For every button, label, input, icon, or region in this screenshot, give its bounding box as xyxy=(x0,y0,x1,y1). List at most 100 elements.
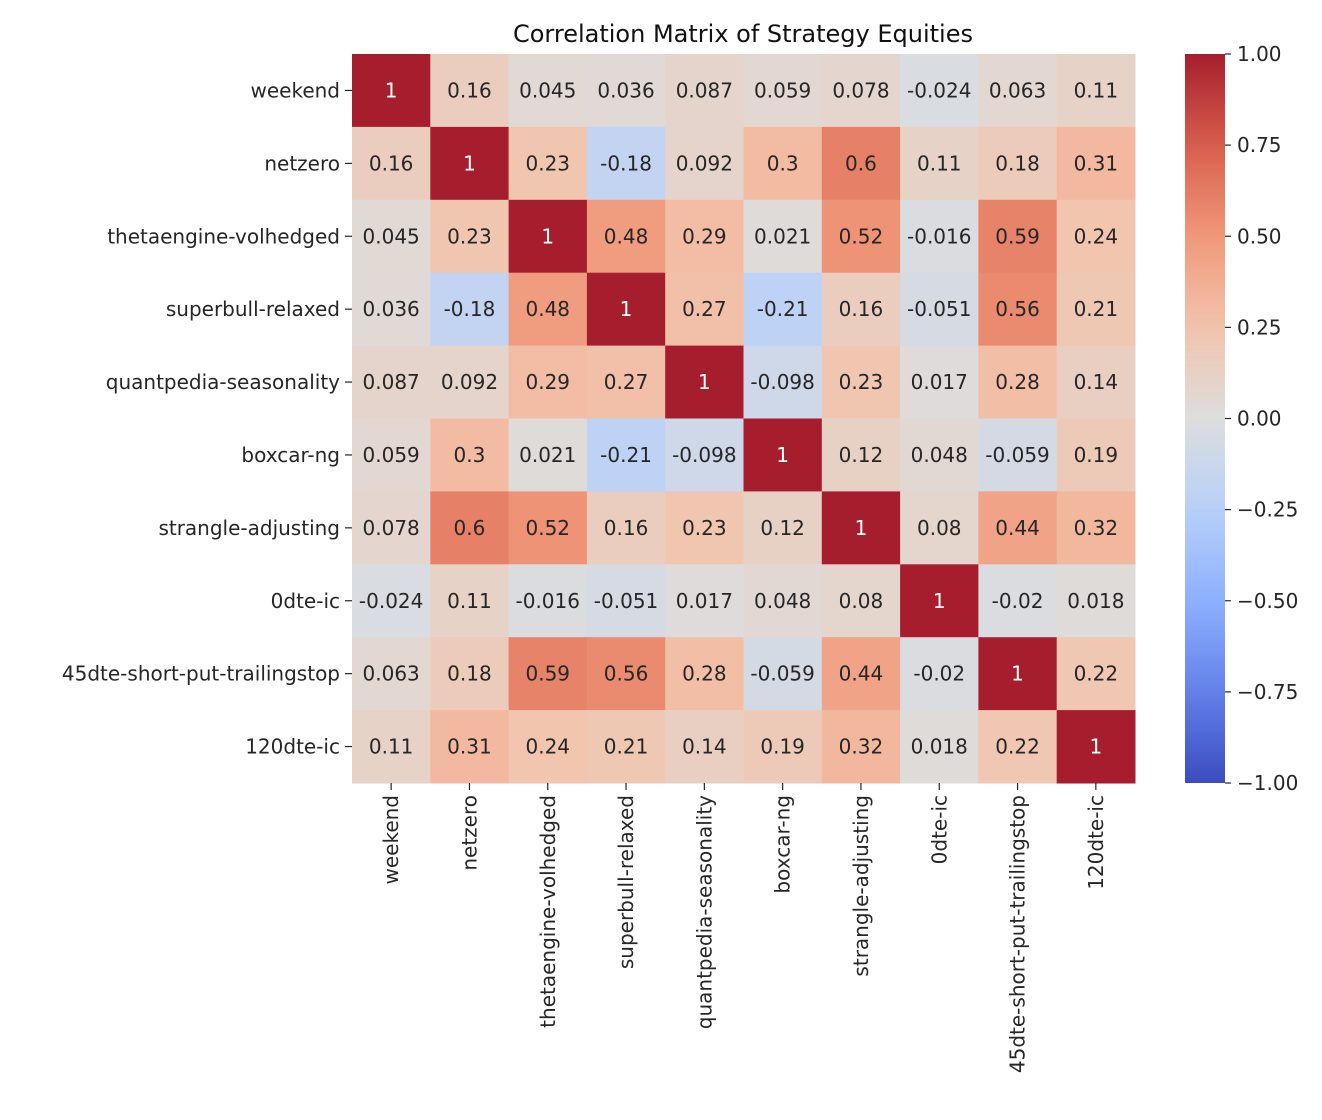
cell-annotation: 1 xyxy=(855,516,868,540)
y-tick-label: strangle-adjusting xyxy=(158,516,340,540)
cell-annotation: 0.28 xyxy=(682,662,727,686)
heatmap-cell xyxy=(352,54,431,128)
cell-annotation: 0.16 xyxy=(369,151,414,175)
cell-annotation: 0.021 xyxy=(754,224,811,248)
cell-annotation: -0.024 xyxy=(907,78,971,102)
heatmap-cell xyxy=(978,345,1058,419)
cell-annotation: 0.18 xyxy=(995,151,1040,175)
colorbar-tick-label: −0.25 xyxy=(1237,498,1298,522)
heatmap-cell xyxy=(586,637,666,711)
cell-annotation: 0.08 xyxy=(839,589,884,613)
cell-annotation: 0.32 xyxy=(839,735,884,759)
x-tick-label: 120dte-ic xyxy=(1084,795,1108,890)
heatmap-cell xyxy=(586,126,666,201)
x-tick-label: 45dte-short-put-trailingstop xyxy=(1006,795,1030,1073)
cell-annotation: 0.24 xyxy=(1074,224,1119,248)
heatmap-cell xyxy=(586,564,666,638)
cell-annotation: -0.059 xyxy=(985,443,1049,467)
heatmap-cell xyxy=(508,564,588,638)
heatmap-cell xyxy=(900,126,979,201)
heatmap-cell xyxy=(508,418,588,492)
cell-annotation: 0.021 xyxy=(519,443,576,467)
colorbar-tick-label: 0.50 xyxy=(1237,224,1282,248)
cell-annotation: 0.3 xyxy=(454,443,486,467)
colorbar-tick-label: 1.00 xyxy=(1237,42,1282,66)
heatmap-cell xyxy=(978,418,1058,492)
cell-annotation: 0.078 xyxy=(363,516,420,540)
heatmap-cell xyxy=(508,637,588,711)
cell-annotation: 1 xyxy=(698,370,711,394)
heatmap-cell xyxy=(352,564,431,638)
y-tick-label: 120dte-ic xyxy=(245,735,340,759)
cell-annotation: 0.087 xyxy=(676,78,733,102)
heatmap-cell xyxy=(743,272,823,347)
heatmap-cell xyxy=(665,637,744,711)
cell-annotation: -0.21 xyxy=(757,297,809,321)
cell-annotation: 0.092 xyxy=(441,370,498,394)
y-tick-label: weekend xyxy=(250,78,340,102)
x-tick-label: strangle-adjusting xyxy=(849,795,873,977)
heatmap-cell xyxy=(508,491,588,565)
cell-annotation: 0.6 xyxy=(454,516,486,540)
cell-annotation: 0.3 xyxy=(767,151,799,175)
colorbar-tick-label: 0.25 xyxy=(1237,315,1282,339)
x-tick-label: thetaengine-volhedged xyxy=(536,795,560,1028)
cell-annotation: 0.21 xyxy=(1074,297,1119,321)
heatmap-cell xyxy=(1056,418,1136,492)
heatmap-cell xyxy=(430,126,510,201)
chart-title: Correlation Matrix of Strategy Equities xyxy=(513,20,973,48)
cell-annotation: 1 xyxy=(541,224,554,248)
y-tick-label: 0dte-ic xyxy=(271,589,340,613)
heatmap-cell xyxy=(430,272,510,347)
heatmap-cell xyxy=(821,637,901,711)
heatmap-cell xyxy=(743,491,823,565)
heatmap-cell xyxy=(743,126,823,201)
heatmap-cell xyxy=(508,199,588,274)
heatmap-cell xyxy=(821,199,901,274)
cell-annotation: 0.22 xyxy=(995,735,1040,759)
cell-annotation: 0.21 xyxy=(604,735,649,759)
x-tick-label: weekend xyxy=(379,795,403,885)
cell-annotation: 0.23 xyxy=(839,370,884,394)
colorbar-tick-label: −1.00 xyxy=(1237,771,1298,795)
heatmap-cell xyxy=(743,54,823,128)
y-axis: weekend netzero thetaengine-volhedged super… xyxy=(62,78,352,759)
heatmap-cell xyxy=(900,199,979,274)
cell-annotation: 0.19 xyxy=(1074,443,1119,467)
heatmap-cell xyxy=(900,710,979,784)
heatmap-cell xyxy=(586,345,666,419)
heatmap-cell xyxy=(978,637,1058,711)
heatmap-cell xyxy=(743,710,823,784)
heatmap-cell xyxy=(430,491,510,565)
cell-annotation: 0.048 xyxy=(911,443,968,467)
heatmap-cell xyxy=(665,710,744,784)
heatmap-cell xyxy=(743,637,823,711)
cell-annotation: -0.051 xyxy=(907,297,971,321)
heatmap-cell xyxy=(1056,54,1136,128)
heatmap-cell xyxy=(352,418,431,492)
heatmap-cell xyxy=(821,710,901,784)
cell-annotation: 0.23 xyxy=(447,224,492,248)
heatmap-cell xyxy=(900,491,979,565)
cell-annotation: 0.078 xyxy=(832,78,889,102)
y-tick-label: thetaengine-volhedged xyxy=(107,224,340,248)
cell-annotation: 1 xyxy=(620,297,633,321)
cell-annotation: 0.24 xyxy=(525,735,570,759)
heatmap-cell xyxy=(586,199,666,274)
y-tick-label: 45dte-short-put-trailingstop xyxy=(62,662,340,686)
cell-annotation: -0.098 xyxy=(750,370,814,394)
cell-annotation: 0.11 xyxy=(447,589,492,613)
colorbar-tick-label: −0.75 xyxy=(1237,680,1298,704)
y-tick-label: quantpedia-seasonality xyxy=(106,370,340,394)
heatmap-cell xyxy=(508,54,588,128)
cell-annotation: 0.31 xyxy=(447,735,492,759)
heatmap-cell xyxy=(978,272,1058,347)
cell-annotation: 1 xyxy=(385,78,398,102)
cell-annotation: 0.045 xyxy=(363,224,420,248)
heatmap-cell xyxy=(900,637,979,711)
heatmap-cell xyxy=(586,54,666,128)
colorbar: 1.00 0.75 0.50 0.25 0.00 −0.25 −0.50 −0.75 −1.00 xyxy=(1185,42,1298,795)
heatmap-cell xyxy=(586,491,666,565)
cell-annotation: -0.18 xyxy=(600,151,652,175)
heatmap-cell xyxy=(508,126,588,201)
